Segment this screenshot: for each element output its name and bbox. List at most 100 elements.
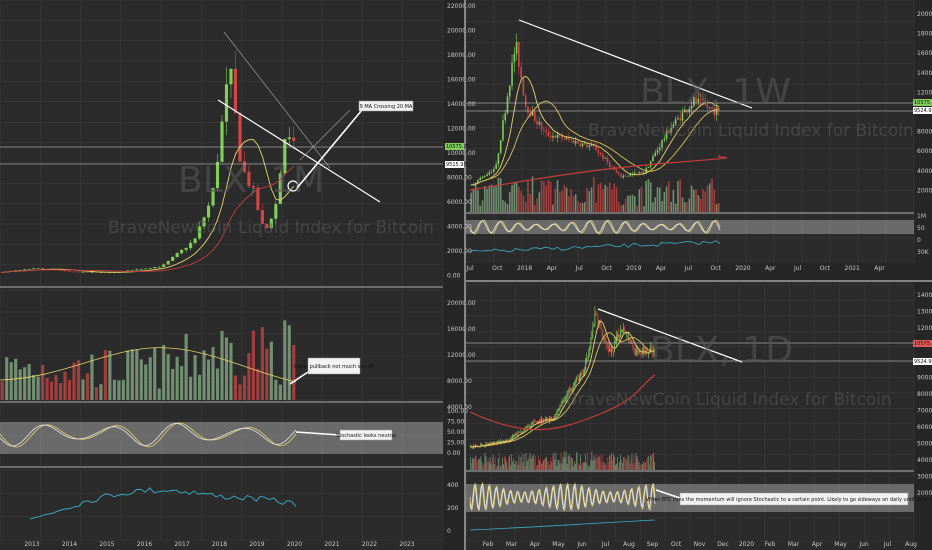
volume-bar <box>579 203 582 212</box>
grid-monthly-obv <box>0 469 444 541</box>
volume-bar <box>543 460 544 470</box>
candle-body <box>693 97 695 106</box>
volume-bar <box>633 196 636 212</box>
volume-bar <box>36 376 40 400</box>
candle-body <box>601 329 603 336</box>
time-tick-monthly: 2015 <box>99 541 114 548</box>
candle-body <box>565 396 567 400</box>
candle-body <box>540 420 541 423</box>
volume-bar <box>498 452 500 470</box>
volume-bar <box>647 179 650 212</box>
volume-bar <box>502 199 504 212</box>
time-tick-weekly: 2021 <box>845 265 860 272</box>
candle-body <box>506 96 509 114</box>
time-tick-daily: Jul <box>601 541 610 548</box>
price-tick-weekly: 2000.00 <box>917 187 932 194</box>
time-tick-daily: 2020 <box>739 541 754 548</box>
volume-bar <box>630 460 632 470</box>
candle-body <box>597 150 600 154</box>
candle-body <box>481 444 483 445</box>
candle-body <box>641 352 643 355</box>
candle-body <box>695 97 697 103</box>
candle-body <box>486 443 488 444</box>
time-tick-daily: May <box>552 541 565 548</box>
volume-bar <box>608 182 611 212</box>
volume-bar <box>490 184 493 212</box>
volume-bar <box>619 461 620 470</box>
time-tick-weekly: Jul <box>684 265 693 272</box>
candle-body <box>562 400 564 402</box>
volume-bar <box>521 451 523 470</box>
candle-body <box>479 177 482 181</box>
volume-bar <box>551 461 553 470</box>
volume-bar <box>488 185 491 212</box>
candle-body <box>513 53 516 63</box>
volume-bar <box>613 183 616 212</box>
axis-strip-weekly <box>466 262 914 282</box>
volume-bar <box>553 452 555 470</box>
candle-body <box>563 138 566 140</box>
candle-body <box>633 172 636 174</box>
candle-body <box>593 144 595 147</box>
volume-bar <box>548 460 550 470</box>
volume-bar <box>603 462 605 470</box>
volume-bar <box>557 460 559 470</box>
candle-body <box>486 174 488 177</box>
volume-bar <box>533 204 536 212</box>
stoch-tick-monthly: 25.00 <box>447 440 464 447</box>
volume-bar <box>206 359 211 400</box>
stoch-d-daily <box>469 483 656 511</box>
candle-body <box>636 350 638 352</box>
volume-bar <box>625 458 627 470</box>
candle-body <box>531 111 534 116</box>
candle-body <box>157 266 161 268</box>
candle-body <box>718 108 720 111</box>
volume-bar <box>581 202 584 212</box>
volume-bar <box>604 463 606 470</box>
volume-bar <box>571 458 573 470</box>
volume-bar <box>479 205 482 212</box>
volume-bar <box>563 451 565 470</box>
chart-marks <box>0 19 914 531</box>
candle-body <box>180 249 184 254</box>
volume-bar <box>531 456 533 470</box>
volume-bar <box>644 462 646 470</box>
candle-body <box>638 171 641 173</box>
callout-pullback-box <box>307 357 361 375</box>
volume-bar <box>658 187 661 212</box>
volume-bar <box>670 201 672 212</box>
volume-bar <box>674 203 677 212</box>
candle-body <box>499 140 502 154</box>
candle-body <box>497 153 500 165</box>
volume-bar <box>486 188 488 212</box>
obv-tick-monthly: 200 <box>447 505 459 512</box>
time-tick-weekly: Apr <box>874 265 885 272</box>
candle-body <box>618 172 620 175</box>
candle-body <box>533 111 536 121</box>
candle-body <box>560 405 562 406</box>
volume-bar <box>579 465 580 470</box>
volume-bar <box>589 466 591 470</box>
volume-tick-monthly: 12000.00 <box>447 352 476 359</box>
volume-bar <box>9 362 13 400</box>
callout-pullback: Clean pullback not much sell off <box>294 364 375 370</box>
volume-bar <box>99 384 103 400</box>
candle-body <box>184 248 188 250</box>
candle-body <box>506 440 507 441</box>
volume-bar <box>618 466 619 470</box>
volume-bar <box>41 364 45 400</box>
candle-body <box>591 332 593 341</box>
candle-body <box>32 268 36 269</box>
price-tick-weekly: 16000.00 <box>917 50 932 57</box>
volume-bar <box>536 465 538 470</box>
volume-bar <box>570 457 572 470</box>
volume-bar <box>624 198 627 212</box>
candle-body <box>256 187 260 211</box>
candle-body <box>610 348 612 352</box>
candle-body <box>572 139 575 144</box>
candle-body <box>708 107 711 108</box>
candle-body <box>586 357 588 364</box>
time-tick-weekly: 2019 <box>626 265 641 272</box>
candle-body <box>592 326 594 333</box>
